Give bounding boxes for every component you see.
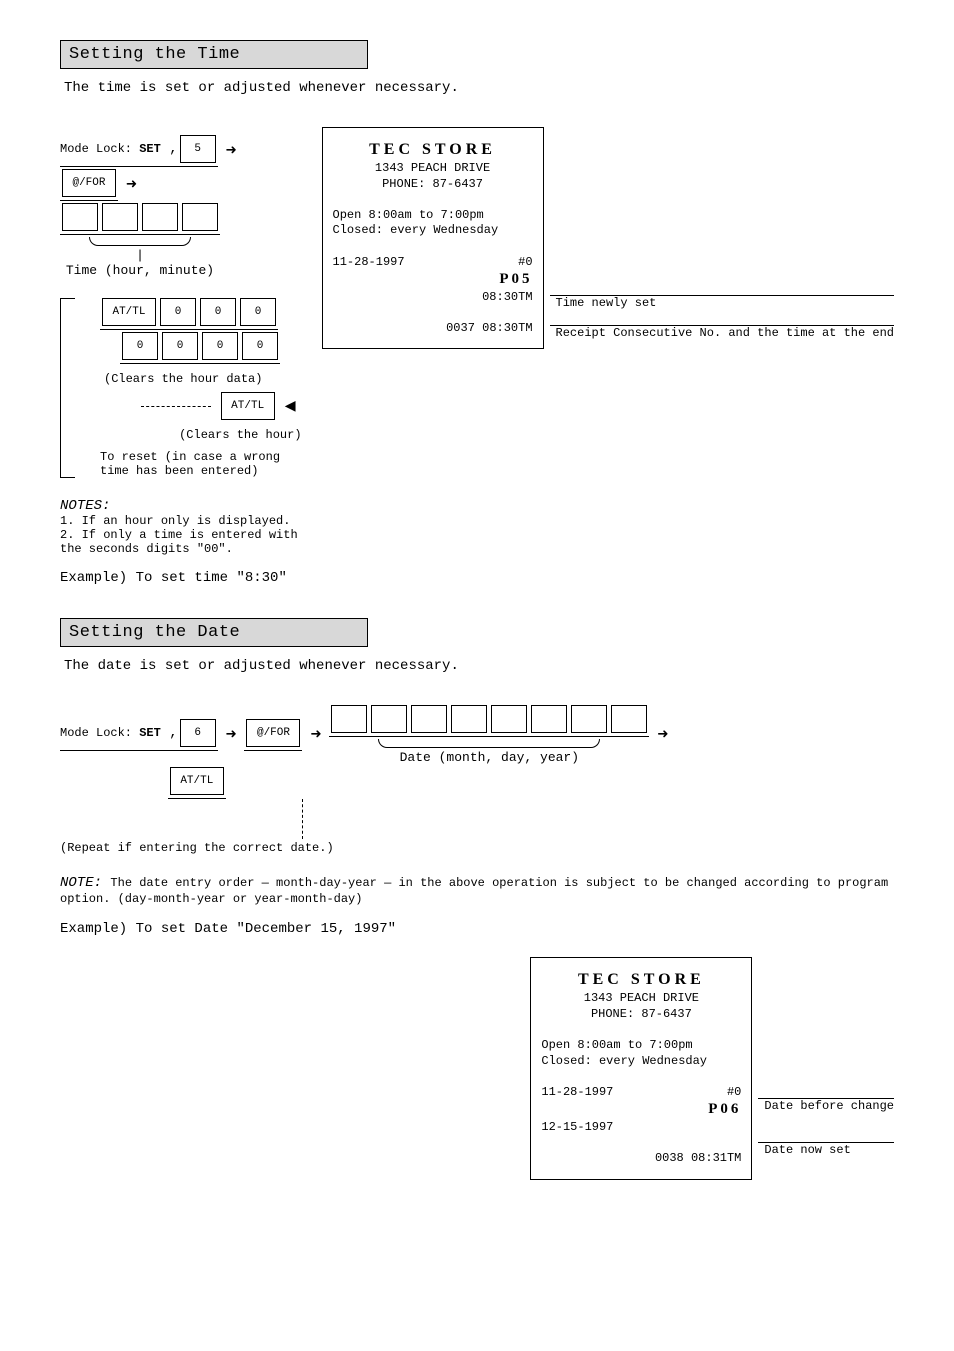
key-attl[interactable]: AT/TL	[221, 392, 275, 420]
note-text: The date entry order — month-day-year — …	[60, 876, 888, 906]
arrow-icon: ➜	[226, 140, 237, 162]
receipt-store: TEC STORE	[541, 970, 741, 991]
example-label: Example)	[60, 921, 127, 937]
receipt-phone: PHONE: 87-6437	[541, 1007, 741, 1023]
digit-key[interactable]: 0	[162, 332, 198, 360]
digit-key[interactable]	[142, 203, 178, 231]
note-2: 2. If only a time is entered with the se…	[60, 528, 302, 556]
digit-key[interactable]: 0	[242, 332, 278, 360]
reset-label: To reset (in case a wrong time has been …	[100, 450, 302, 478]
digit-key[interactable]: 0	[160, 298, 196, 326]
section2-receipt-block: TEC STORE 1343 PEACH DRIVE PHONE: 87-643…	[530, 957, 894, 1179]
example-text: To set time "8:30"	[136, 570, 287, 586]
annot-date-now: Date now set	[758, 1142, 894, 1157]
notes-label: NOTES:	[60, 498, 110, 514]
receipt-pcode: P06	[541, 1100, 741, 1120]
time-caption: |Time (hour, minute)	[66, 248, 214, 278]
receipt-addr: 1343 PEACH DRIVE	[541, 991, 741, 1007]
section2-paragraph: The date is set or adjusted whenever nec…	[64, 657, 894, 675]
digit-key[interactable]: 0	[202, 332, 238, 360]
receipt-closed: Closed: every Wednesday	[333, 223, 533, 239]
digit-key[interactable]: 0	[240, 298, 276, 326]
annot-consec: Receipt Consecutive No. and the time at …	[550, 325, 894, 340]
digit-key[interactable]	[411, 705, 447, 733]
receipt-footer: 0038 08:31TM	[541, 1151, 741, 1167]
receipt-footer: 0037 08:30TM	[333, 321, 533, 337]
mode-lock-label: Mode Lock: SET	[60, 142, 161, 156]
key-5[interactable]: 5	[180, 135, 216, 163]
note-1: 1. If an hour only is displayed.	[60, 514, 302, 528]
arrow-icon: ➜	[310, 724, 321, 746]
digit-key[interactable]	[611, 705, 647, 733]
digit-key[interactable]	[182, 203, 218, 231]
receipt-newdate: 12-15-1997	[541, 1120, 741, 1136]
dashed-vertical	[302, 799, 304, 839]
digit-key[interactable]	[451, 705, 487, 733]
note-label: NOTE:	[60, 875, 102, 891]
receipt-phone: PHONE: 87-6437	[333, 177, 533, 193]
receipt-closed: Closed: every Wednesday	[541, 1054, 741, 1070]
section1-key-sequences: Mode Lock: SET , 5 ➜ @/FOR ➜ |Time (hour…	[60, 127, 302, 586]
section1-receipt-block: TEC STORE 1343 PEACH DRIVE PHONE: 87-643…	[322, 127, 894, 349]
example-text: To set Date "December 15, 1997"	[136, 921, 396, 937]
receipt-seq: #0	[727, 1085, 741, 1101]
key-atfor[interactable]: @/FOR	[62, 169, 116, 197]
key-attl[interactable]: AT/TL	[170, 767, 224, 795]
receipt-addr: 1343 PEACH DRIVE	[333, 161, 533, 177]
receipt-time: 08:30TM	[333, 290, 533, 306]
receipt-open: Open 8:00am to 7:00pm	[333, 208, 533, 224]
arrow-icon: ➜	[126, 174, 137, 196]
date-caption: Date (month, day, year)	[400, 750, 579, 765]
section1-reset-block: AT/TL 0 0 0 0 0 0 0 (Clears the hour dat…	[60, 298, 302, 478]
arrow-left-icon: ◀	[285, 395, 296, 417]
attl-caption: (Repeat if entering the correct date.)	[60, 841, 334, 855]
mode-lock-label: Mode Lock: SET	[60, 726, 161, 740]
key-6[interactable]: 6	[180, 719, 216, 747]
key-attl[interactable]: AT/TL	[102, 298, 156, 326]
section2-main-seq: Mode Lock: SET , 6 ➜ @/FOR ➜ Date (month…	[60, 705, 894, 855]
reset-caption-2: (Clears the hour)	[100, 428, 302, 442]
section1-paragraph: The time is set or adjusted whenever nec…	[64, 79, 894, 97]
digit-key[interactable]	[331, 705, 367, 733]
section1-heading: Setting the Time	[60, 40, 368, 69]
digit-key[interactable]	[531, 705, 567, 733]
receipt-date: 11-28-1997	[541, 1085, 613, 1101]
digit-key[interactable]: 0	[122, 332, 158, 360]
receipt-store: TEC STORE	[333, 140, 533, 161]
receipt-open: Open 8:00am to 7:00pm	[541, 1038, 741, 1054]
section2-heading: Setting the Date	[60, 618, 368, 647]
digit-key[interactable]	[62, 203, 98, 231]
receipt-date: 11-28-1997	[333, 255, 405, 271]
annot-date-before: Date before change	[758, 1098, 894, 1113]
reset-caption-1: (Clears the hour data)	[104, 372, 302, 386]
receipt-pcode: P05	[333, 270, 533, 290]
digit-key[interactable]	[102, 203, 138, 231]
digit-key[interactable]	[491, 705, 527, 733]
receipt-1: TEC STORE 1343 PEACH DRIVE PHONE: 87-643…	[322, 127, 544, 349]
arrow-icon: ➜	[226, 724, 237, 746]
receipt-2: TEC STORE 1343 PEACH DRIVE PHONE: 87-643…	[530, 957, 752, 1179]
section1-body: Mode Lock: SET , 5 ➜ @/FOR ➜ |Time (hour…	[60, 127, 894, 586]
digit-key[interactable]: 0	[200, 298, 236, 326]
digit-key[interactable]	[371, 705, 407, 733]
annot-time-set: Time newly set	[550, 295, 894, 310]
receipt-seq: #0	[518, 255, 532, 271]
example-label: Example)	[60, 570, 127, 586]
key-atfor[interactable]: @/FOR	[246, 719, 300, 747]
section1-main-seq: Mode Lock: SET , 5 ➜ @/FOR ➜ |Time (hour…	[60, 135, 302, 278]
dashed-line	[141, 406, 211, 407]
arrow-icon: ➜	[657, 724, 668, 746]
digit-key[interactable]	[571, 705, 607, 733]
